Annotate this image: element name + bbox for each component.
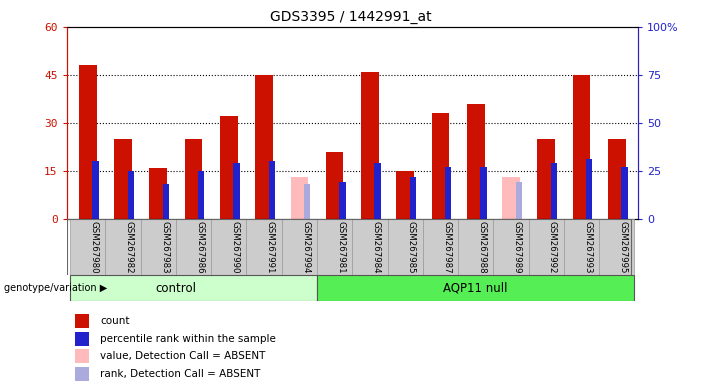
Bar <box>480 167 486 219</box>
Bar <box>361 72 379 219</box>
Bar <box>467 104 484 219</box>
Text: AQP11 null: AQP11 null <box>444 281 508 295</box>
Bar <box>255 75 273 219</box>
Text: GSM267985: GSM267985 <box>407 220 416 273</box>
Text: value, Detection Call = ABSENT: value, Detection Call = ABSENT <box>100 351 266 361</box>
Text: GSM267981: GSM267981 <box>336 220 346 273</box>
Bar <box>198 171 205 219</box>
Bar <box>410 177 416 219</box>
Bar <box>141 219 176 275</box>
Text: GSM267987: GSM267987 <box>442 220 451 273</box>
Bar <box>423 219 458 275</box>
Bar <box>163 184 169 219</box>
Bar <box>290 177 308 219</box>
Bar <box>494 219 529 275</box>
Bar <box>573 75 590 219</box>
Text: GSM267986: GSM267986 <box>196 220 204 273</box>
Bar <box>220 116 238 219</box>
Bar <box>268 161 275 219</box>
Bar <box>93 161 99 219</box>
Text: GSM267988: GSM267988 <box>477 220 486 273</box>
Text: control: control <box>156 281 196 295</box>
Bar <box>304 184 311 219</box>
Bar <box>74 314 89 328</box>
Bar <box>74 349 89 363</box>
Bar <box>317 275 634 301</box>
Bar <box>317 219 353 275</box>
Bar <box>538 139 555 219</box>
Text: GSM267994: GSM267994 <box>301 220 310 273</box>
Bar <box>74 367 89 381</box>
Bar <box>445 167 451 219</box>
Bar <box>128 171 134 219</box>
Bar <box>79 65 97 219</box>
Bar <box>608 139 625 219</box>
Bar <box>374 163 381 219</box>
Bar <box>396 171 414 219</box>
Text: rank, Detection Call = ABSENT: rank, Detection Call = ABSENT <box>100 369 261 379</box>
Text: genotype/variation ▶: genotype/variation ▶ <box>4 283 107 293</box>
Bar <box>515 182 522 219</box>
Bar <box>564 219 599 275</box>
Bar <box>352 219 388 275</box>
Text: GSM267982: GSM267982 <box>125 220 134 273</box>
Bar <box>388 219 423 275</box>
Bar <box>586 159 592 219</box>
Bar <box>599 219 634 275</box>
Bar <box>185 139 203 219</box>
Text: GSM267980: GSM267980 <box>90 220 99 273</box>
Bar <box>247 219 282 275</box>
Bar <box>282 219 317 275</box>
Text: percentile rank within the sample: percentile rank within the sample <box>100 334 276 344</box>
Bar <box>502 177 519 219</box>
Bar <box>551 163 557 219</box>
Bar <box>105 219 141 275</box>
Bar <box>326 152 343 219</box>
Bar <box>458 219 494 275</box>
Text: GDS3395 / 1442991_at: GDS3395 / 1442991_at <box>270 10 431 23</box>
Text: GSM267990: GSM267990 <box>231 220 240 273</box>
Text: count: count <box>100 316 130 326</box>
Text: GSM267993: GSM267993 <box>583 220 592 273</box>
Bar <box>176 219 211 275</box>
Bar <box>211 219 247 275</box>
Text: GSM267991: GSM267991 <box>266 220 275 273</box>
Bar <box>432 113 449 219</box>
Bar <box>621 167 627 219</box>
Text: GSM267995: GSM267995 <box>618 220 627 273</box>
Bar <box>149 168 167 219</box>
Text: GSM267989: GSM267989 <box>512 220 522 273</box>
Bar <box>70 275 317 301</box>
Text: GSM267983: GSM267983 <box>160 220 169 273</box>
Bar <box>233 163 240 219</box>
Bar <box>74 332 89 346</box>
Bar <box>339 182 346 219</box>
Bar <box>529 219 564 275</box>
Text: GSM267992: GSM267992 <box>548 220 557 273</box>
Text: GSM267984: GSM267984 <box>372 220 381 273</box>
Bar <box>114 139 132 219</box>
Bar <box>70 219 105 275</box>
